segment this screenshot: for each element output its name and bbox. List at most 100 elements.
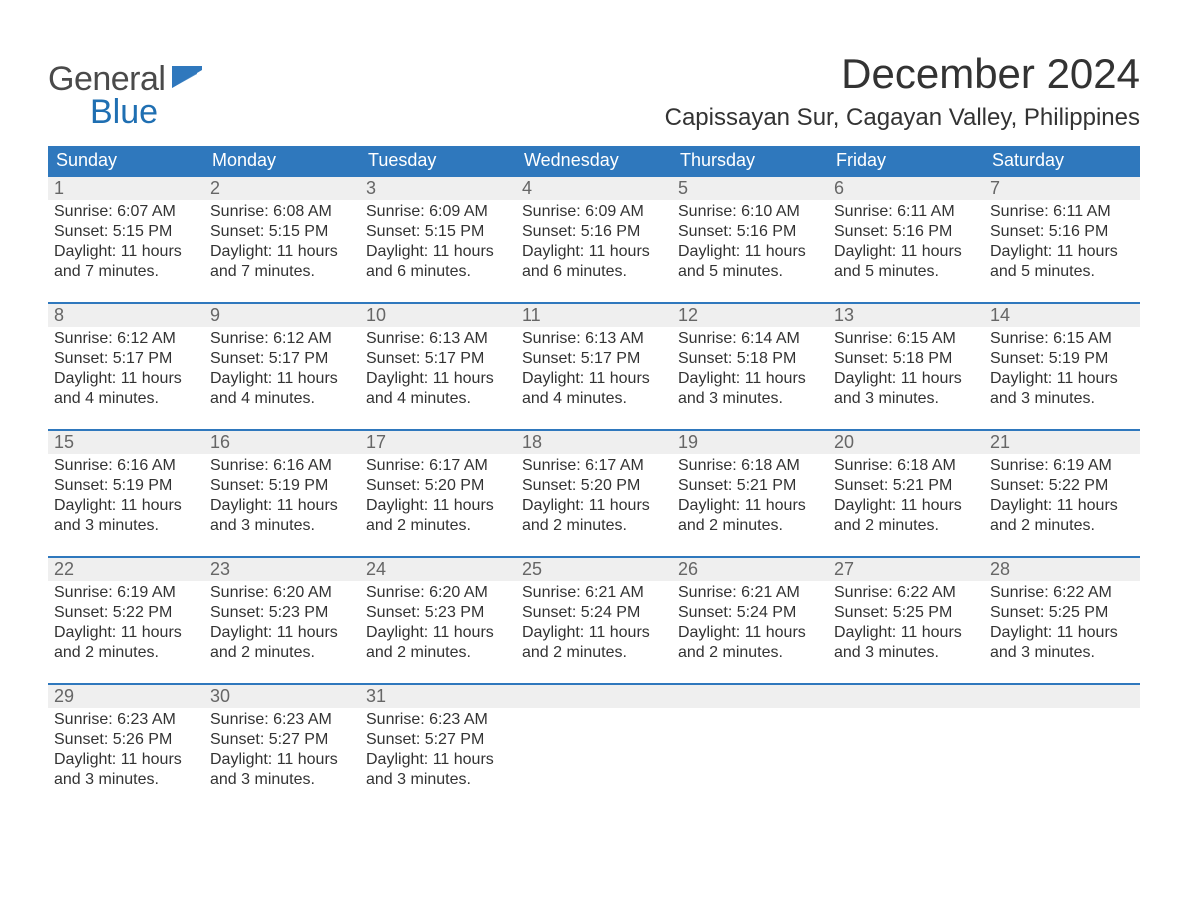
day-number-cell: 2 bbox=[204, 176, 360, 200]
sunset-text: Sunset: 5:26 PM bbox=[54, 730, 198, 750]
d1-text: Daylight: 11 hours bbox=[210, 369, 354, 389]
sunrise-text: Sunrise: 6:20 AM bbox=[210, 583, 354, 603]
day-content-cell: Sunrise: 6:15 AMSunset: 5:19 PMDaylight:… bbox=[984, 327, 1140, 430]
sunrise-text: Sunrise: 6:22 AM bbox=[990, 583, 1134, 603]
day-number-cell: 4 bbox=[516, 176, 672, 200]
day-number-cell: 6 bbox=[828, 176, 984, 200]
d2-text: and 2 minutes. bbox=[522, 516, 666, 536]
day-number: 22 bbox=[54, 559, 74, 579]
day-content-cell: Sunrise: 6:23 AMSunset: 5:26 PMDaylight:… bbox=[48, 708, 204, 810]
sunrise-text: Sunrise: 6:11 AM bbox=[990, 202, 1134, 222]
sunset-text: Sunset: 5:18 PM bbox=[678, 349, 822, 369]
sunrise-text: Sunrise: 6:16 AM bbox=[210, 456, 354, 476]
day-content-row: Sunrise: 6:23 AMSunset: 5:26 PM Daylight:… bbox=[48, 708, 1140, 810]
sunrise-text: Sunrise: 6:12 AM bbox=[54, 329, 198, 349]
weekday-header: Monday bbox=[204, 146, 360, 176]
sunset-text: Sunset: 5:17 PM bbox=[522, 349, 666, 369]
d1-text: Daylight: 11 hours bbox=[366, 242, 510, 262]
sunrise-text: Sunrise: 6:23 AM bbox=[54, 710, 198, 730]
day-number-cell: 9 bbox=[204, 303, 360, 327]
day-number: 10 bbox=[366, 305, 386, 325]
sunrise-text: Sunrise: 6:16 AM bbox=[54, 456, 198, 476]
sunset-text: Sunset: 5:16 PM bbox=[678, 222, 822, 242]
sunset-text: Sunset: 5:23 PM bbox=[366, 603, 510, 623]
day-content-cell: Sunrise: 6:11 AMSunset: 5:16 PMDaylight:… bbox=[984, 200, 1140, 303]
day-content-cell: Sunrise: 6:15 AMSunset: 5:18 PMDaylight:… bbox=[828, 327, 984, 430]
sunset-text: Sunset: 5:25 PM bbox=[834, 603, 978, 623]
weekday-header: Thursday bbox=[672, 146, 828, 176]
day-number-cell: 22 bbox=[48, 557, 204, 581]
day-number-row: 22232425262728 bbox=[48, 557, 1140, 581]
day-content-cell: Sunrise: 6:09 AMSunset: 5:15 PMDaylight:… bbox=[360, 200, 516, 303]
d1-text: Daylight: 11 hours bbox=[678, 496, 822, 516]
d1-text: Daylight: 11 hours bbox=[210, 242, 354, 262]
d2-text: and 3 minutes. bbox=[54, 770, 198, 790]
d2-text: and 5 minutes. bbox=[678, 262, 822, 282]
d1-text: Daylight: 11 hours bbox=[678, 623, 822, 643]
d2-text: and 5 minutes. bbox=[834, 262, 978, 282]
sunrise-text: Sunrise: 6:17 AM bbox=[522, 456, 666, 476]
sunrise-text: Sunrise: 6:13 AM bbox=[522, 329, 666, 349]
day-number-cell: 31 bbox=[360, 684, 516, 708]
day-content-cell: Sunrise: 6:17 AMSunset: 5:20 PMDaylight:… bbox=[516, 454, 672, 557]
d2-text: and 6 minutes. bbox=[366, 262, 510, 282]
day-number: 27 bbox=[834, 559, 854, 579]
day-number: 11 bbox=[522, 305, 541, 325]
page-title: December 2024 bbox=[665, 50, 1140, 98]
sunrise-text: Sunrise: 6:19 AM bbox=[990, 456, 1134, 476]
day-number-cell: 18 bbox=[516, 430, 672, 454]
day-content-cell bbox=[984, 708, 1140, 810]
d2-text: and 4 minutes. bbox=[522, 389, 666, 409]
day-content-cell: Sunrise: 6:10 AMSunset: 5:16 PMDaylight:… bbox=[672, 200, 828, 303]
d2-text: and 7 minutes. bbox=[210, 262, 354, 282]
sunset-text: Sunset: 5:22 PM bbox=[54, 603, 198, 623]
day-content-cell bbox=[828, 708, 984, 810]
sunset-text: Sunset: 5:21 PM bbox=[678, 476, 822, 496]
sunset-text: Sunset: 5:21 PM bbox=[834, 476, 978, 496]
sunrise-text: Sunrise: 6:21 AM bbox=[678, 583, 822, 603]
day-number-cell: 25 bbox=[516, 557, 672, 581]
sunrise-text: Sunrise: 6:15 AM bbox=[834, 329, 978, 349]
sunrise-text: Sunrise: 6:18 AM bbox=[834, 456, 978, 476]
d2-text: and 3 minutes. bbox=[210, 516, 354, 536]
d1-text: Daylight: 11 hours bbox=[834, 496, 978, 516]
day-content-cell: Sunrise: 6:22 AMSunset: 5:25 PMDaylight:… bbox=[984, 581, 1140, 684]
d2-text: and 3 minutes. bbox=[678, 389, 822, 409]
d2-text: and 3 minutes. bbox=[834, 389, 978, 409]
day-number-cell bbox=[516, 684, 672, 708]
d1-text: Daylight: 11 hours bbox=[210, 750, 354, 770]
day-number: 29 bbox=[54, 686, 74, 706]
day-content-cell: Sunrise: 6:13 AMSunset: 5:17 PMDaylight:… bbox=[360, 327, 516, 430]
d2-text: and 2 minutes. bbox=[990, 516, 1134, 536]
weekday-header: Sunday bbox=[48, 146, 204, 176]
day-number: 18 bbox=[522, 432, 542, 452]
d2-text: and 2 minutes. bbox=[678, 516, 822, 536]
day-content-cell: Sunrise: 6:16 AMSunset: 5:19 PMDaylight:… bbox=[48, 454, 204, 557]
day-content-cell: Sunrise: 6:21 AMSunset: 5:24 PMDaylight:… bbox=[672, 581, 828, 684]
day-number-cell bbox=[828, 684, 984, 708]
d1-text: Daylight: 11 hours bbox=[366, 623, 510, 643]
day-content-row: Sunrise: 6:07 AMSunset: 5:15 PMDaylight:… bbox=[48, 200, 1140, 303]
sunset-text: Sunset: 5:18 PM bbox=[834, 349, 978, 369]
sunset-text: Sunset: 5:16 PM bbox=[990, 222, 1134, 242]
day-number: 20 bbox=[834, 432, 854, 452]
day-number-cell: 14 bbox=[984, 303, 1140, 327]
d2-text: and 2 minutes. bbox=[366, 643, 510, 663]
day-number-cell: 29 bbox=[48, 684, 204, 708]
d1-text: Daylight: 11 hours bbox=[990, 369, 1134, 389]
sunset-text: Sunset: 5:19 PM bbox=[210, 476, 354, 496]
day-content-cell: Sunrise: 6:12 AMSunset: 5:17 PMDaylight:… bbox=[204, 327, 360, 430]
sunrise-text: Sunrise: 6:09 AM bbox=[522, 202, 666, 222]
weekday-header: Wednesday bbox=[516, 146, 672, 176]
day-number: 24 bbox=[366, 559, 386, 579]
day-number: 7 bbox=[990, 178, 1000, 198]
day-number-cell: 15 bbox=[48, 430, 204, 454]
d1-text: Daylight: 11 hours bbox=[522, 369, 666, 389]
day-number-cell bbox=[672, 684, 828, 708]
day-number-row: 15161718192021 bbox=[48, 430, 1140, 454]
sunrise-text: Sunrise: 6:14 AM bbox=[678, 329, 822, 349]
sunset-text: Sunset: 5:17 PM bbox=[54, 349, 198, 369]
day-number: 23 bbox=[210, 559, 230, 579]
day-content-cell: Sunrise: 6:09 AMSunset: 5:16 PMDaylight:… bbox=[516, 200, 672, 303]
sunset-text: Sunset: 5:17 PM bbox=[366, 349, 510, 369]
